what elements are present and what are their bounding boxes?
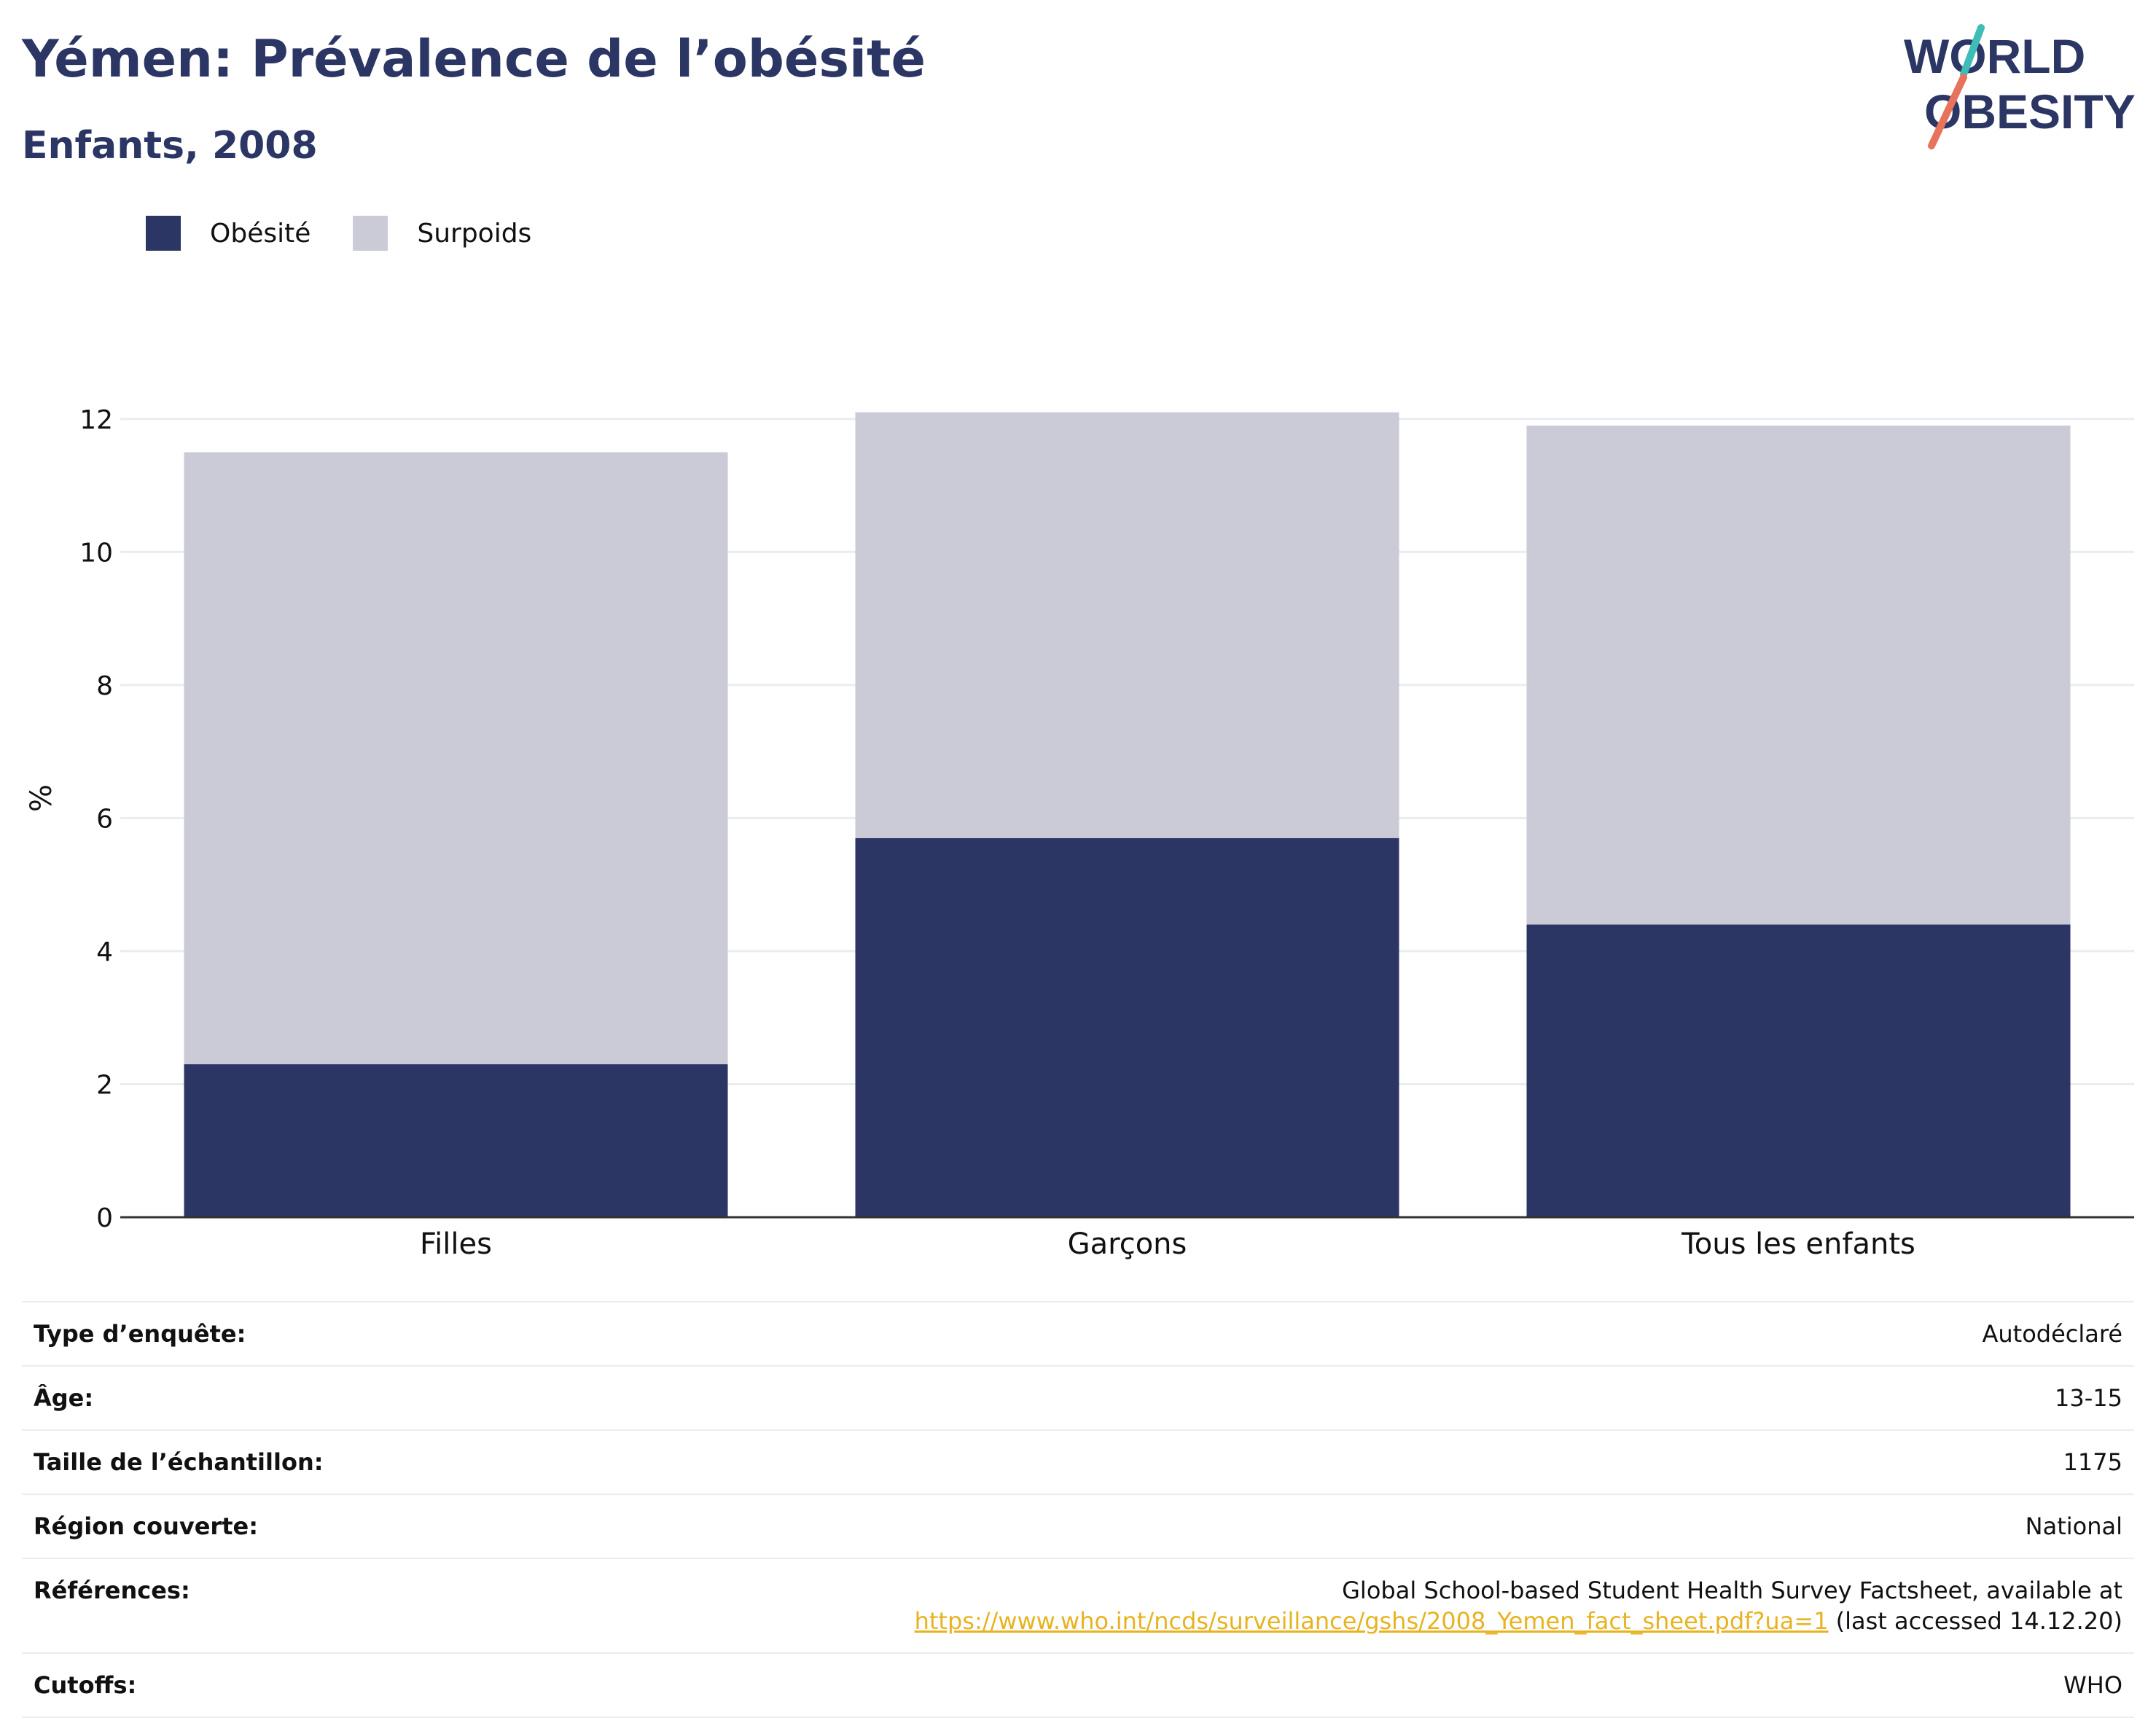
info-row-survey-type: Type d’enquête: Autodéclaré [22, 1303, 2134, 1367]
legend-swatch-overweight [353, 216, 388, 251]
info-value: WHO [2063, 1671, 2122, 1699]
bar-chart: 0 2 4 6 8 10 12% Filles Garçons Tous les enfants [25, 405, 2134, 1261]
survey-info-table: Type d’enquête: Autodéclaré Âge: 13-15 T… [22, 1301, 2134, 1718]
y-tick-label: 2 [96, 1070, 113, 1100]
info-row-sample-size: Taille de l’échantillon: 1175 [22, 1431, 2134, 1495]
info-key: Cutoffs: [34, 1671, 137, 1699]
legend-item-overweight[interactable]: Surpoids [353, 216, 531, 251]
reference-link[interactable]: https://www.who.int/ncds/surveillance/gs… [914, 1607, 1829, 1635]
bar-obesity [1526, 924, 2071, 1217]
legend-label-obesity: Obésité [210, 218, 311, 249]
info-row-references: Références: Global School-based Student … [22, 1559, 2134, 1654]
y-tick-label: 10 [79, 538, 113, 568]
y-tick-label: 4 [96, 937, 113, 967]
info-row-region: Région couverte: National [22, 1495, 2134, 1559]
info-row-age: Âge: 13-15 [22, 1367, 2134, 1431]
legend-item-obesity[interactable]: Obésité [146, 216, 310, 251]
info-key: Taille de l’échantillon: [34, 1448, 324, 1476]
y-tick-label: 12 [79, 405, 113, 435]
info-key: Type d’enquête: [34, 1320, 246, 1348]
info-value: 13-15 [2055, 1384, 2122, 1412]
y-tick-label: 8 [96, 671, 113, 701]
chart-bars [184, 412, 2071, 1217]
references-text: Global School-based Student Health Surve… [1342, 1577, 2122, 1604]
y-tick-label: 0 [96, 1203, 113, 1233]
x-tick-label: Filles [420, 1227, 492, 1261]
info-key: Région couverte: [34, 1512, 258, 1540]
bar-obesity [184, 1064, 728, 1217]
page-subtitle: Enfants, 2008 [22, 124, 318, 168]
world-obesity-logo: WORLD OBESITY [1904, 24, 2136, 149]
y-axis-title: % [25, 784, 58, 812]
chart-legend: Obésité Surpoids [146, 216, 574, 251]
chart-axes: 0 2 4 6 8 10 12% Filles Garçons Tous les enfants [25, 405, 2134, 1261]
x-tick-label: Tous les enfants [1681, 1227, 1915, 1261]
page-title: Yémen: Prévalence de l’obésité [22, 29, 926, 89]
bar-overweight [1526, 425, 2071, 925]
x-tick-label: Garçons [1068, 1227, 1187, 1261]
svg-text:WORLD: WORLD [1904, 29, 2085, 83]
bar-overweight [855, 412, 1399, 838]
references-accessed: (last accessed 14.12.20) [1828, 1607, 2122, 1635]
y-tick-label: 6 [96, 804, 113, 834]
legend-swatch-obesity [146, 216, 181, 251]
info-row-cutoffs: Cutoffs: WHO [22, 1654, 2134, 1718]
info-key: Âge: [34, 1384, 94, 1412]
info-value: Autodéclaré [1982, 1320, 2122, 1348]
info-key: Références: [34, 1577, 190, 1604]
info-value: 1175 [2063, 1448, 2122, 1476]
references-value: Global School-based Student Health Surve… [915, 1575, 2122, 1636]
bar-overweight [184, 452, 728, 1065]
legend-label-overweight: Surpoids [417, 218, 532, 249]
info-value: National [2025, 1512, 2122, 1540]
bar-obesity [855, 837, 1399, 1217]
